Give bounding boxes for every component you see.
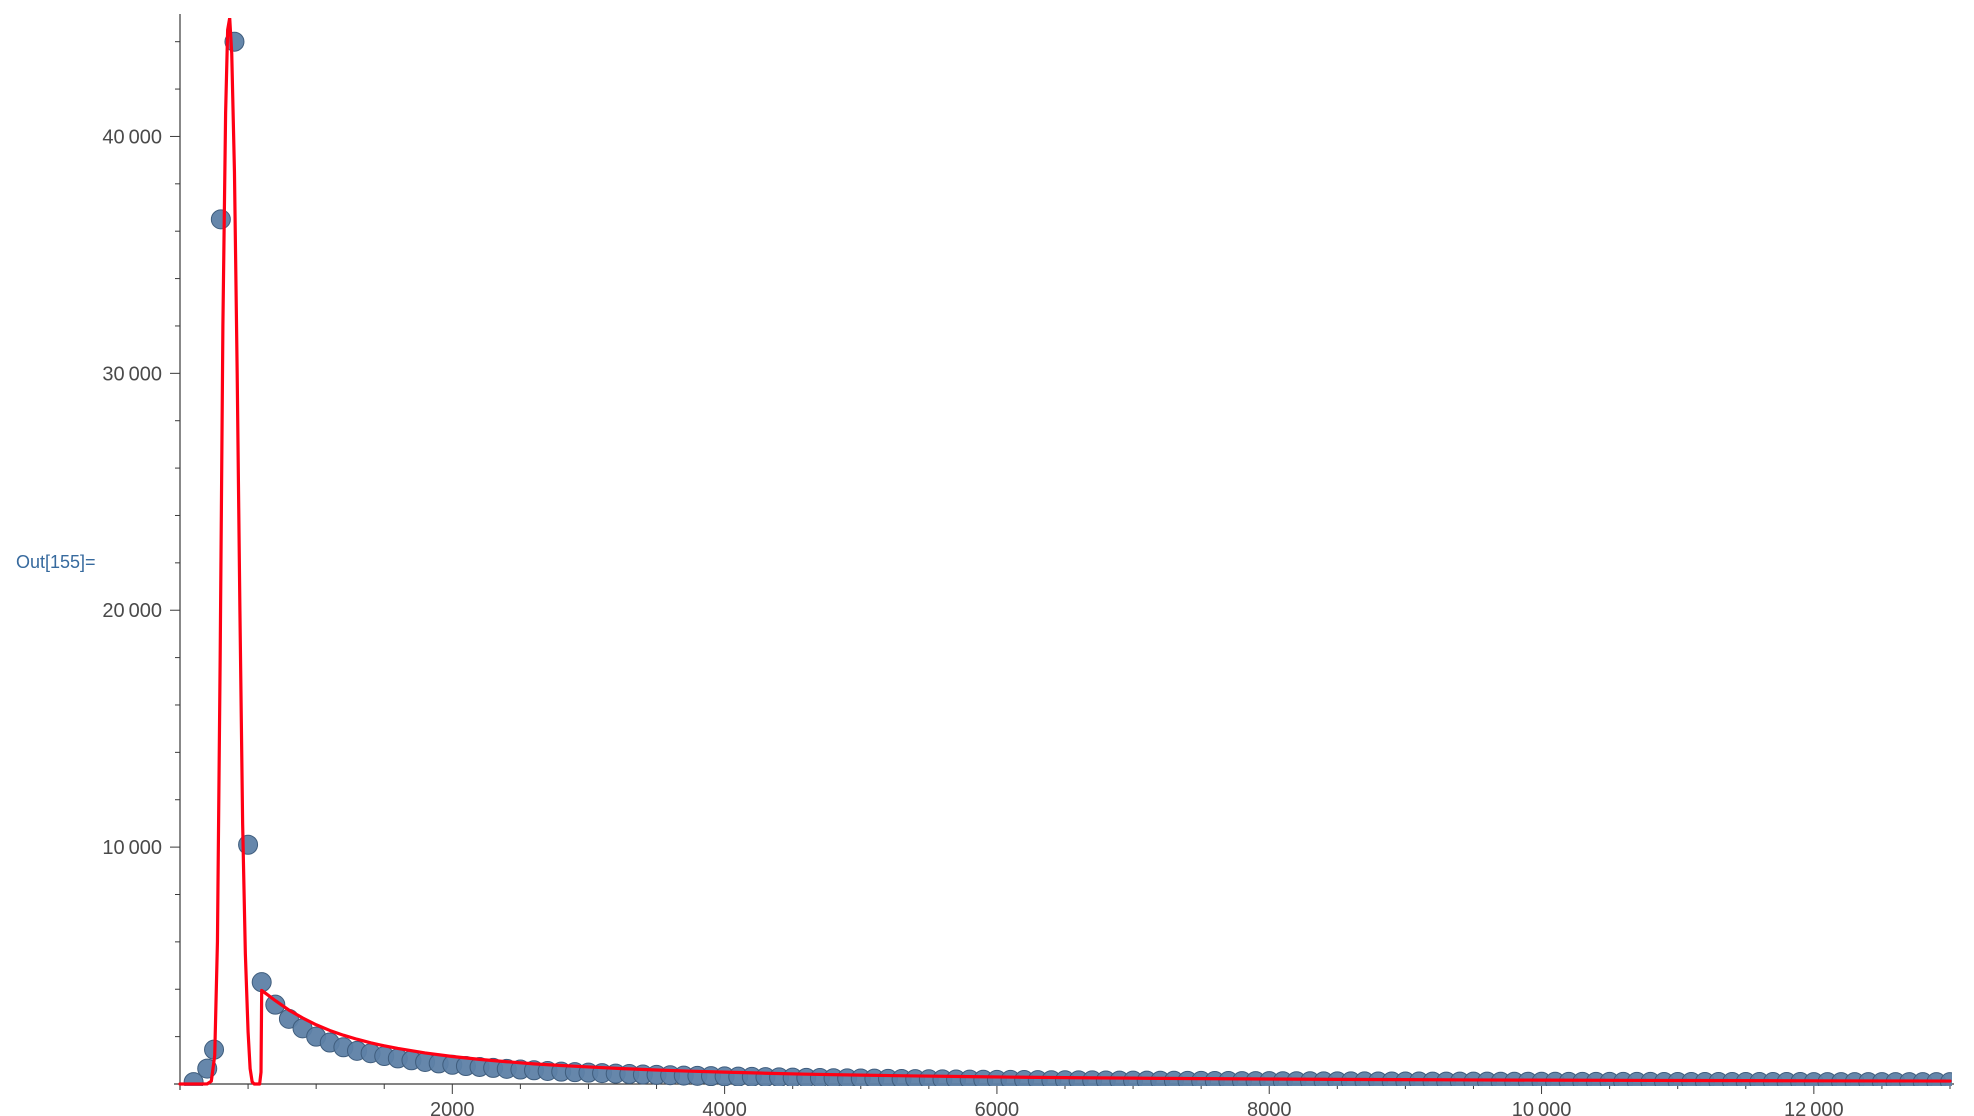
y-tick-label: 10 000 [102, 837, 162, 859]
x-tick-label: 10 000 [1512, 1099, 1572, 1116]
y-tick-label: 30 000 [102, 363, 162, 385]
mathematica-plot: 2000 4000 6000 8000 10 000 12 000 10 000 20 000… [0, 0, 1974, 1116]
x-tick-label: 8000 [1247, 1099, 1292, 1116]
data-point [252, 973, 271, 992]
output-cell-label: Out[155]= [16, 552, 96, 573]
y-tick-label: 20 000 [102, 600, 162, 622]
data-point [211, 210, 230, 229]
x-tick-label: 12 000 [1784, 1099, 1844, 1116]
x-tick-label: 6000 [975, 1099, 1020, 1116]
x-tick-label: 2000 [430, 1099, 475, 1116]
y-tick-label: 40 000 [102, 126, 162, 148]
x-tick-label: 4000 [702, 1099, 747, 1116]
fit-curve [180, 18, 1950, 1084]
chart-container: Out[155]= 2000 4000 6000 8000 10 000 12 000 10… [0, 0, 1974, 1116]
